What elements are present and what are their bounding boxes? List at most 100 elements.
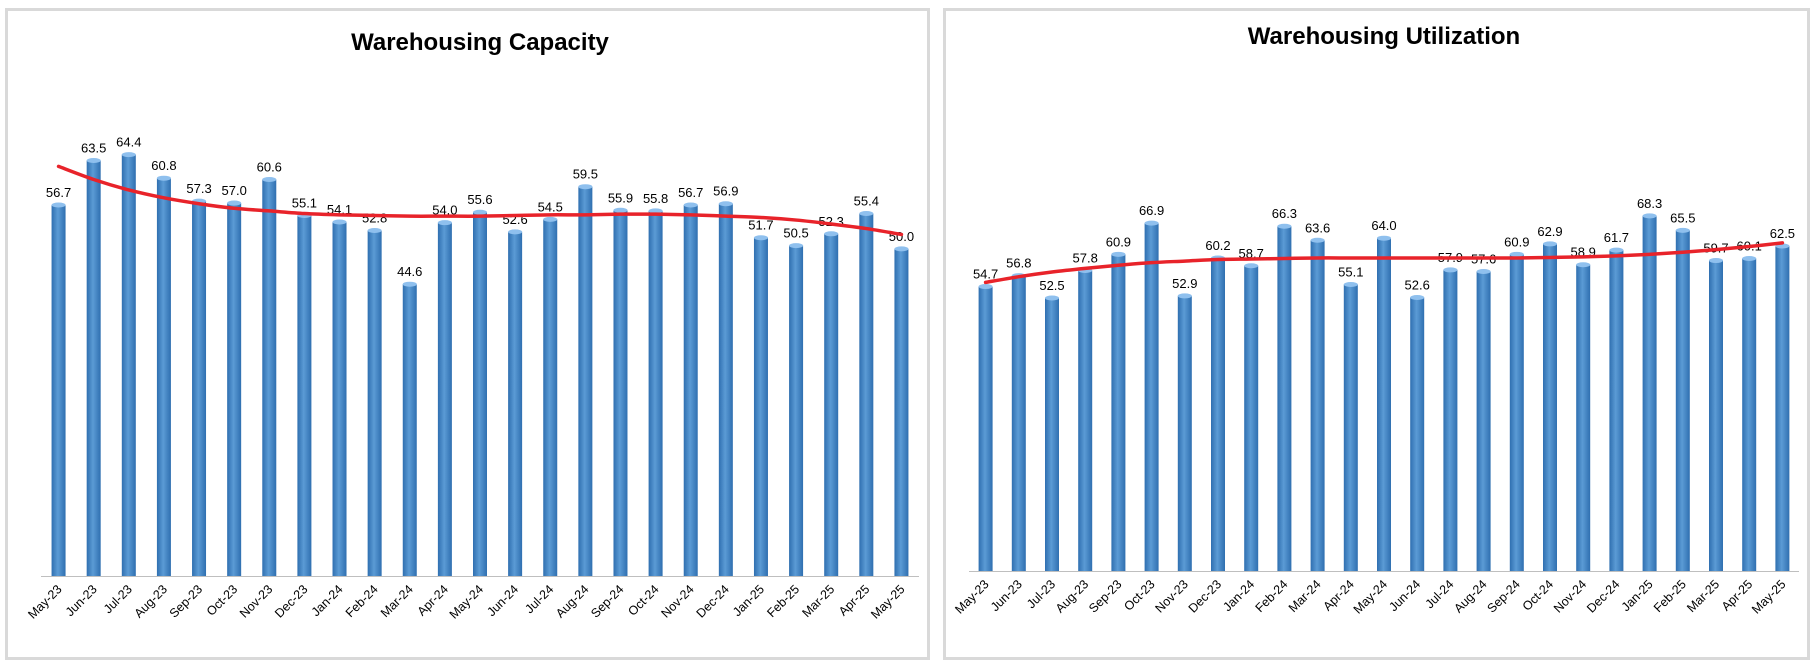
bar-cap <box>789 243 804 249</box>
bar-cap <box>1576 262 1591 268</box>
x-tick-label: Jan-25 <box>1619 577 1656 614</box>
bar-cap <box>51 202 66 208</box>
data-label: 56.7 <box>678 185 703 200</box>
bar <box>753 237 768 576</box>
data-label: 68.3 <box>1637 196 1662 211</box>
bar-cap <box>683 202 698 208</box>
data-label: 60.9 <box>1504 234 1529 249</box>
x-tick-label: Jun-24 <box>484 582 521 619</box>
x-tick-label: Feb-25 <box>764 582 802 620</box>
bar <box>1343 284 1358 571</box>
x-tick-label: Aug-23 <box>1053 577 1091 615</box>
x-tick-label: Mar-24 <box>378 582 416 620</box>
bar-cap <box>402 281 417 287</box>
data-label: 57.0 <box>222 183 247 198</box>
bar <box>1011 275 1026 571</box>
data-label: 52.9 <box>1172 276 1197 291</box>
data-label: 56.8 <box>1006 256 1031 271</box>
capacity-chart: Warehousing Capacity 56.7 May-23 63.5 Jun-23… <box>25 29 919 622</box>
data-label: 57.3 <box>186 181 211 196</box>
bar <box>121 154 136 576</box>
data-label: 52.8 <box>362 211 387 226</box>
data-label: 61.7 <box>1604 230 1629 245</box>
bar-cap <box>86 158 101 164</box>
x-tick-label: Jun-23 <box>63 582 100 619</box>
bar <box>332 222 347 576</box>
bar-cap <box>1675 227 1690 233</box>
data-label: 51.7 <box>748 218 773 233</box>
bar <box>1476 271 1491 571</box>
x-tick-label: Sep-23 <box>167 582 205 620</box>
bar <box>613 210 628 577</box>
bar <box>578 186 593 576</box>
data-label: 57.8 <box>1073 250 1098 265</box>
bar-cap <box>718 201 733 207</box>
bar <box>978 286 993 571</box>
bar-cap <box>1543 241 1557 247</box>
bar-cap <box>1244 263 1259 269</box>
data-label: 59.5 <box>573 167 598 182</box>
bar <box>1177 295 1192 571</box>
data-label: 60.8 <box>151 158 176 173</box>
data-label: 55.6 <box>467 192 492 207</box>
bar-cap <box>1343 281 1358 287</box>
bar-cap <box>543 216 558 222</box>
x-tick-label: May-23 <box>25 582 64 621</box>
bar-cap <box>824 231 839 237</box>
data-label: 44.6 <box>397 264 422 279</box>
x-tick-label: Dec-23 <box>1186 577 1224 615</box>
bar <box>543 219 558 576</box>
bar <box>1377 238 1391 571</box>
bar <box>227 203 242 577</box>
bar <box>1576 264 1591 571</box>
x-tick-label: Feb-24 <box>343 582 381 620</box>
x-tick-label: Mar-24 <box>1286 577 1324 615</box>
bar <box>1410 297 1425 571</box>
x-tick-label: Jan-24 <box>309 582 346 619</box>
utilization-chart-panel: Warehousing Utilization 54.7 May-23 56.8 Jun… <box>943 8 1810 660</box>
data-label: 50.5 <box>783 226 808 241</box>
bar-cap <box>1742 255 1757 261</box>
x-tick-label: Nov-24 <box>658 582 696 620</box>
bar <box>437 222 452 576</box>
bar-cap <box>262 177 277 183</box>
data-label: 62.9 <box>1537 224 1562 239</box>
bar <box>508 231 523 577</box>
bar <box>718 203 733 576</box>
data-label: 55.1 <box>292 195 317 210</box>
bar-cap <box>1709 258 1723 264</box>
x-tick-label: Nov-23 <box>1153 577 1191 615</box>
data-label: 54.0 <box>432 203 457 218</box>
bar-cap <box>1310 237 1325 243</box>
bar-cap <box>1476 268 1491 274</box>
bar <box>1277 226 1292 572</box>
bar <box>262 179 277 576</box>
x-tick-label: Nov-24 <box>1551 577 1589 615</box>
data-label: 55.1 <box>1338 264 1363 279</box>
bar-cap <box>437 220 452 226</box>
x-tick-label: Apr-25 <box>836 582 872 618</box>
x-tick-label: Aug-24 <box>553 582 591 620</box>
data-label: 66.9 <box>1139 203 1164 218</box>
x-tick-label: Apr-24 <box>415 582 451 618</box>
trend-line <box>983 241 1785 285</box>
bar <box>1078 270 1093 571</box>
bar-cap <box>1642 213 1657 219</box>
x-tick-label: Aug-23 <box>132 582 170 620</box>
x-tick-label: Jul-24 <box>522 582 556 616</box>
bar-cap <box>1177 293 1192 299</box>
bar <box>859 213 874 577</box>
data-label: 64.4 <box>116 135 141 150</box>
bar <box>1675 230 1690 571</box>
bar <box>402 284 417 576</box>
x-tick-label: Sep-23 <box>1086 577 1124 615</box>
bar-cap <box>508 229 523 235</box>
bar <box>1742 258 1757 571</box>
data-label: 63.5 <box>81 141 106 156</box>
x-tick-label: Jul-23 <box>101 582 135 616</box>
bar <box>1642 215 1657 571</box>
x-tick-label: Feb-24 <box>1253 577 1291 615</box>
x-tick-label: Jan-25 <box>730 582 767 619</box>
bar <box>894 248 909 576</box>
chart-title: Warehousing Capacity <box>351 29 609 56</box>
